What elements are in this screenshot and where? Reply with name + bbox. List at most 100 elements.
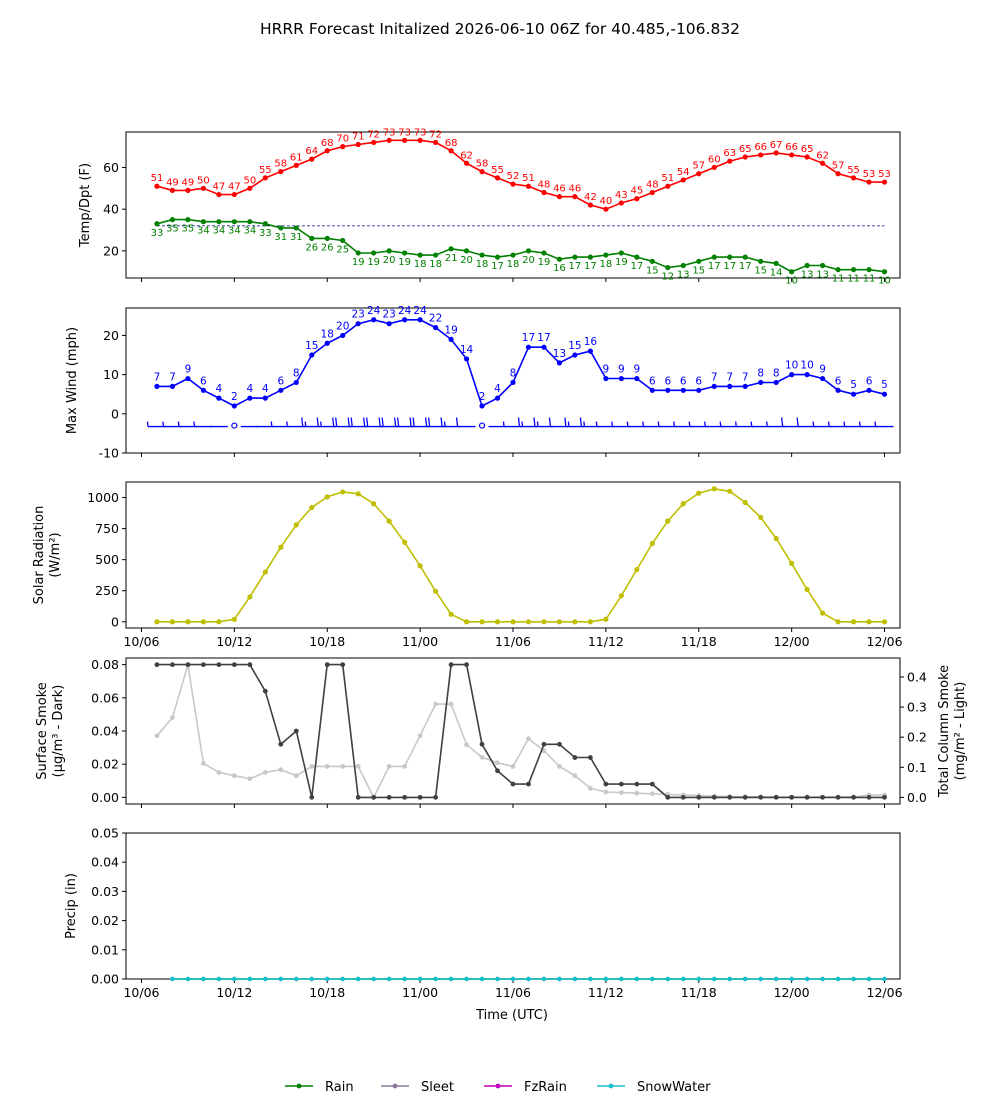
dewpoint-point bbox=[324, 235, 330, 241]
temperature-data-label: 73 bbox=[414, 127, 427, 138]
temperature-data-label: 43 bbox=[615, 190, 628, 201]
surface-smoke-point bbox=[618, 781, 624, 787]
solar-radiation-point bbox=[587, 619, 594, 625]
temperature-point bbox=[371, 139, 377, 146]
surface-smoke-point bbox=[402, 794, 408, 800]
max-wind-point bbox=[169, 383, 176, 389]
solar-radiation-point bbox=[463, 619, 470, 625]
temperature-point bbox=[789, 152, 795, 158]
solar-radiation-line bbox=[157, 487, 885, 623]
temperature-data-label: 64 bbox=[305, 146, 318, 157]
temperature-point bbox=[355, 141, 361, 148]
max-wind-point bbox=[866, 387, 872, 393]
max-wind-point bbox=[510, 379, 516, 386]
total-column-smoke-point bbox=[278, 767, 284, 773]
y-tick-label-right: 0.3 bbox=[907, 700, 927, 715]
dewpoint-data-label: 16 bbox=[553, 263, 566, 274]
solar-radiation-point bbox=[866, 619, 872, 625]
max-wind-data-label: 16 bbox=[584, 336, 598, 348]
total-column-smoke-point bbox=[417, 733, 423, 739]
total-column-smoke-point bbox=[448, 701, 454, 707]
snowwater-precip-point bbox=[835, 976, 841, 982]
total-column-smoke-point bbox=[154, 733, 160, 739]
y-tick-label: 0.08 bbox=[91, 657, 119, 672]
dewpoint-point bbox=[340, 237, 346, 244]
total-column-smoke-point bbox=[588, 785, 593, 791]
solar-radiation-point bbox=[603, 616, 609, 622]
surface-smoke-point bbox=[201, 662, 206, 668]
dewpoint-point bbox=[309, 235, 315, 241]
y-tick-label: 60 bbox=[103, 160, 119, 175]
snowwater-precip-point bbox=[727, 976, 732, 982]
temperature-data-label: 53 bbox=[878, 169, 891, 180]
surface-smoke-point bbox=[464, 662, 469, 668]
wind-barb-half bbox=[320, 421, 322, 427]
wind-barb-flag bbox=[440, 417, 443, 427]
dewpoint-data-label: 11 bbox=[832, 274, 845, 285]
dewpoint-point bbox=[169, 217, 176, 223]
wind-barb-flag bbox=[548, 417, 552, 427]
snowwater-precip-point bbox=[495, 976, 500, 982]
temperature-point bbox=[386, 137, 392, 143]
wind-barb-half bbox=[704, 421, 706, 427]
dewpoint-point bbox=[572, 254, 578, 260]
max-wind-data-label: 7 bbox=[169, 371, 176, 383]
max-wind-data-label: 6 bbox=[200, 375, 207, 387]
solar-radiation-point bbox=[727, 488, 733, 494]
max-wind-data-label: 24 bbox=[367, 305, 381, 317]
total-column-smoke-point bbox=[216, 769, 222, 775]
dewpoint-data-label: 18 bbox=[476, 259, 489, 270]
snowwater-precip-point bbox=[170, 976, 175, 982]
dewpoint-point bbox=[231, 219, 237, 225]
temperature-point bbox=[727, 158, 733, 164]
solar-radiation-point bbox=[820, 610, 826, 616]
solar-panel: 10/06 10/12 10/18 11/00 11/06 11/12 11/18 12/00… bbox=[32, 481, 903, 649]
dewpoint-data-label: 19 bbox=[398, 257, 411, 268]
surface-smoke-point bbox=[185, 662, 191, 668]
snowwater-precip-point bbox=[464, 976, 469, 982]
surface-smoke-point bbox=[634, 781, 640, 787]
max-wind-point bbox=[293, 379, 299, 386]
max-wind-data-label: 19 bbox=[444, 324, 457, 336]
y-tick-label: 0.06 bbox=[91, 690, 119, 705]
y-tick-label: 20 bbox=[103, 243, 119, 258]
solar-radiation-point bbox=[835, 619, 841, 625]
snowwater-precip-point bbox=[278, 976, 283, 982]
temperature-data-label: 48 bbox=[646, 179, 659, 190]
surface-smoke-point bbox=[231, 662, 237, 668]
max-wind-point bbox=[556, 360, 563, 366]
solar-radiation-point bbox=[417, 563, 423, 569]
surface-smoke-point bbox=[324, 662, 330, 668]
surface-smoke-point bbox=[696, 794, 702, 800]
dewpoint-data-label: 13 bbox=[677, 269, 690, 280]
max-wind-point bbox=[727, 383, 733, 389]
max-wind-point bbox=[742, 383, 748, 389]
temperature-data-label: 46 bbox=[553, 184, 566, 195]
max-wind-point bbox=[340, 332, 346, 339]
dewpoint-point bbox=[417, 252, 423, 258]
max-wind-point bbox=[386, 321, 392, 327]
temperature-point bbox=[881, 179, 888, 185]
max-wind-data-label: 8 bbox=[510, 367, 517, 379]
chart-title: HRRR Forecast Initalized 2026-06-10 06Z … bbox=[260, 20, 740, 38]
max-wind-data-label: 5 bbox=[850, 379, 857, 391]
max-wind-point bbox=[711, 383, 717, 389]
max-wind-point bbox=[154, 383, 160, 389]
dewpoint-point bbox=[541, 250, 547, 256]
temperature-point bbox=[572, 194, 578, 200]
snowwater-precip-point bbox=[479, 976, 485, 982]
max-wind-data-label: 17 bbox=[522, 332, 535, 344]
dewpoint-point bbox=[696, 258, 702, 264]
y-tick-label: 0.03 bbox=[91, 884, 119, 899]
dewpoint-data-label: 34 bbox=[228, 226, 241, 237]
snowwater-precip-point bbox=[294, 976, 299, 982]
dewpoint-point bbox=[510, 252, 516, 258]
y-tick-label-right: 0.0 bbox=[907, 790, 927, 805]
x-tick-label: 11/18 bbox=[681, 634, 717, 649]
dewpoint-data-label: 34 bbox=[213, 226, 226, 237]
max-wind-point bbox=[525, 344, 532, 350]
legend-swatch-marker bbox=[495, 1083, 501, 1089]
snowwater-precip-point bbox=[743, 976, 748, 982]
max-wind-point bbox=[820, 375, 826, 382]
